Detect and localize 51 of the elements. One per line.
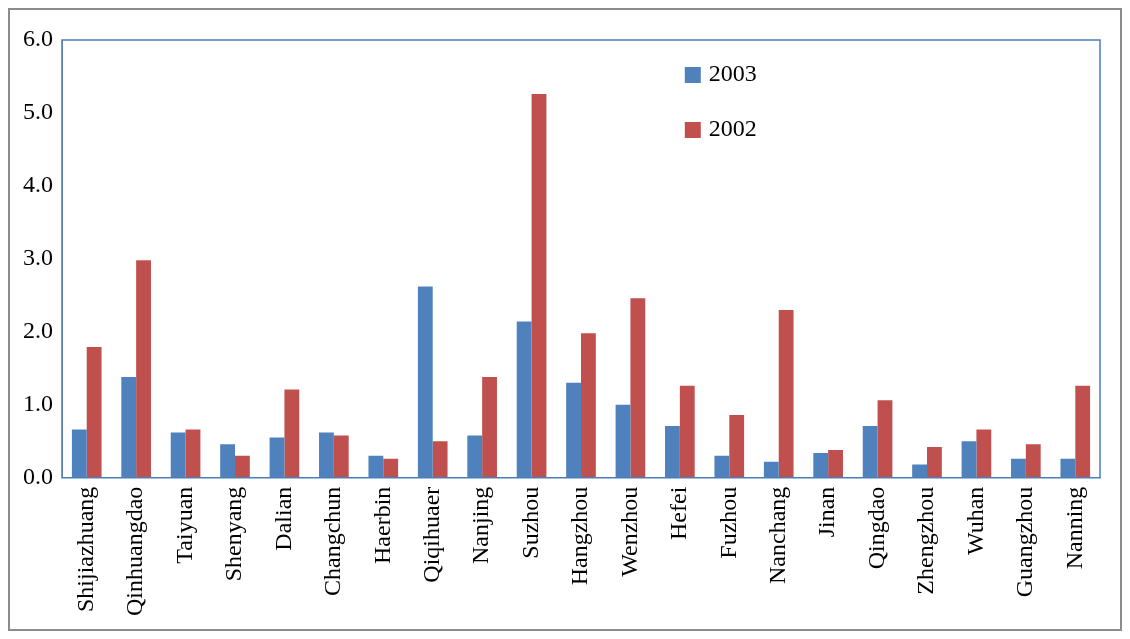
y-tick-label: 3.0 xyxy=(23,244,53,271)
bar xyxy=(86,347,102,478)
bar xyxy=(1075,385,1091,478)
x-tick-label: Haerbin xyxy=(368,486,395,564)
bar xyxy=(976,429,992,478)
bar xyxy=(284,389,300,478)
x-tick-label: Qingdao xyxy=(862,486,889,570)
x-tick-label: Nanchang xyxy=(764,486,791,584)
y-tick-label: 4.0 xyxy=(23,171,53,198)
x-tick-label: Suzhou xyxy=(516,486,543,559)
bar xyxy=(531,93,547,478)
y-tick-label: 6.0 xyxy=(23,25,53,52)
x-tick-label: Shenyang xyxy=(220,486,247,582)
bar xyxy=(185,429,201,478)
bar xyxy=(136,260,151,478)
x-tick-label: Nanning xyxy=(1060,486,1087,570)
y-tick-label: 0.0 xyxy=(23,462,53,489)
bar xyxy=(432,441,448,478)
x-tick-label: Qiqihuaer xyxy=(418,486,445,583)
bar xyxy=(877,400,893,478)
x-tick-label: Shijiazhuang xyxy=(72,486,99,613)
x-tick-label: Hangzhou xyxy=(566,486,593,586)
legend-label: 2003 xyxy=(708,60,757,87)
bar xyxy=(630,298,646,478)
x-tick-label: Nanjing xyxy=(467,486,494,565)
bar xyxy=(1025,444,1041,478)
x-tick-label: Dalian xyxy=(269,486,296,551)
legend-label: 2002 xyxy=(708,115,757,142)
bar xyxy=(482,377,497,478)
x-tick-label: Taiyuan xyxy=(170,486,197,564)
bar xyxy=(679,385,695,478)
x-tick-label: Wuhan xyxy=(961,486,988,556)
x-tick-label: Guangzhou xyxy=(1011,486,1038,598)
x-tick-label: Wenzhou xyxy=(615,486,642,577)
bar xyxy=(333,435,349,478)
bar xyxy=(927,447,942,478)
x-tick-label: Jinan xyxy=(813,486,840,538)
x-tick-label: Hefei xyxy=(665,486,692,540)
x-tick-label: Changchun xyxy=(319,486,346,597)
y-tick-label: 1.0 xyxy=(23,390,53,417)
bar xyxy=(383,458,399,478)
bar xyxy=(235,455,250,478)
bar xyxy=(581,333,596,478)
bar xyxy=(729,414,745,478)
x-tick-label: Zhengzhou xyxy=(912,486,939,595)
bar xyxy=(828,449,843,478)
y-tick-label: 2.0 xyxy=(23,317,53,344)
y-tick-label: 5.0 xyxy=(23,98,53,125)
x-tick-label: Fuzhou xyxy=(714,486,741,559)
bar xyxy=(778,309,794,478)
x-tick-label: Qinhuangdao xyxy=(121,486,148,617)
